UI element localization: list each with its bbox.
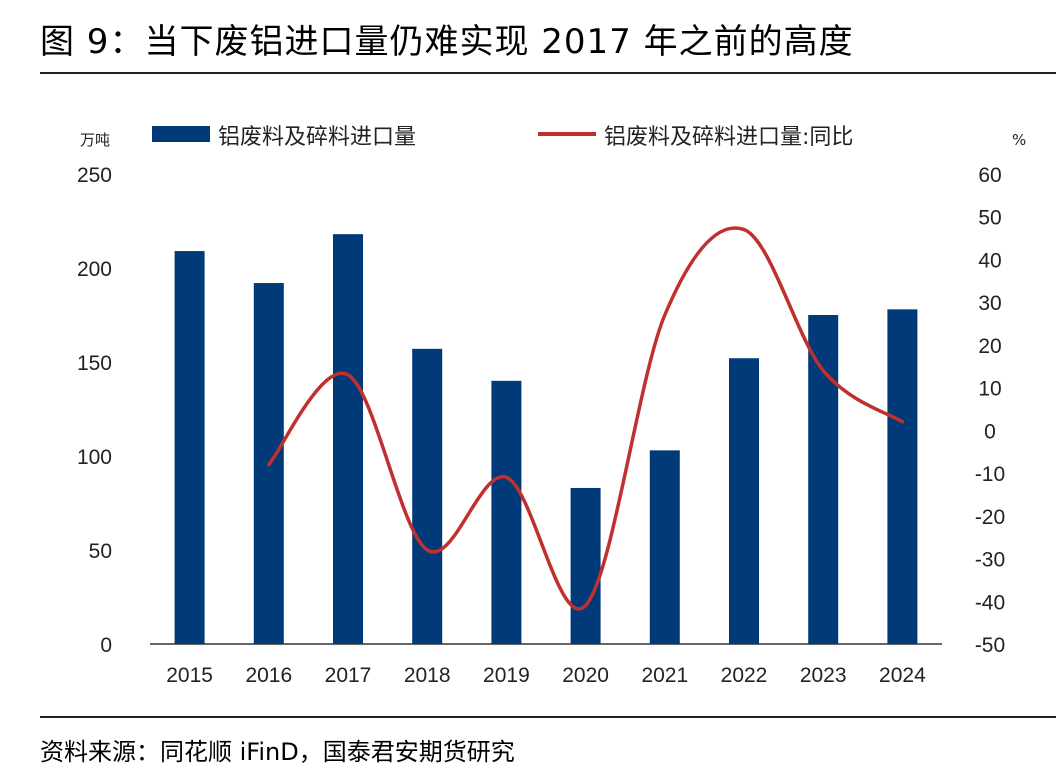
left-tick-label: 100 xyxy=(77,446,112,469)
right-tick-label: 0 xyxy=(984,420,996,443)
left-tick-label: 150 xyxy=(77,352,112,375)
right-tick-label: 20 xyxy=(978,335,1001,358)
x-tick-label: 2021 xyxy=(641,664,688,687)
left-tick-label: 0 xyxy=(100,634,112,657)
x-tick-label: 2015 xyxy=(166,664,213,687)
left-tick-label: 50 xyxy=(89,540,112,563)
x-tick-label: 2022 xyxy=(721,664,768,687)
legend-swatch-bar xyxy=(152,126,210,142)
left-tick-label: 250 xyxy=(77,164,112,187)
bar-2023 xyxy=(808,315,839,644)
title-rule xyxy=(40,72,1056,74)
right-tick-label: 50 xyxy=(978,207,1001,230)
bar-series xyxy=(174,234,918,644)
bar-2020 xyxy=(570,487,601,644)
legend-label-line: 铝废料及碎料进口量:同比 xyxy=(604,125,853,150)
yoy-line-series xyxy=(267,226,905,611)
right-axis-ticks: -50 -40 -30 -20 -10 0 10 20 30 40 50 60 xyxy=(975,164,1005,657)
x-axis-labels: 2015 2016 2017 2018 2019 2020 2021 2022 2023 2024 xyxy=(166,664,926,687)
right-tick-label: -10 xyxy=(975,463,1005,486)
right-tick-label: -20 xyxy=(975,506,1005,529)
x-tick-label: 2017 xyxy=(325,664,372,687)
bar-2015 xyxy=(174,251,205,644)
right-tick-label: 10 xyxy=(978,378,1001,401)
bar-2022 xyxy=(729,358,759,644)
left-axis-unit: 万吨 xyxy=(80,131,110,149)
right-tick-label: 60 xyxy=(978,164,1001,187)
source-rule xyxy=(40,716,1056,718)
right-tick-label: -40 xyxy=(975,591,1005,614)
x-tick-label: 2023 xyxy=(800,664,847,687)
bar-2019 xyxy=(491,380,522,644)
right-tick-label: -50 xyxy=(975,634,1005,657)
x-tick-label: 2019 xyxy=(483,664,530,687)
left-tick-label: 200 xyxy=(77,258,112,281)
figure-title: 图 9：当下废铝进口量仍难实现 2017 年之前的高度 xyxy=(40,22,854,62)
x-tick-label: 2024 xyxy=(879,664,926,687)
bar-2018 xyxy=(412,348,443,644)
left-axis-ticks: 0 50 100 150 200 250 xyxy=(77,164,112,657)
right-tick-label: 40 xyxy=(978,249,1001,272)
bar-2024 xyxy=(887,309,918,644)
x-tick-label: 2018 xyxy=(404,664,451,687)
right-tick-label: -30 xyxy=(975,549,1005,572)
source-note: 资料来源：同花顺 iFinD，国泰君安期货研究 xyxy=(40,738,515,766)
bar-2017 xyxy=(333,234,363,644)
right-tick-label: 30 xyxy=(978,292,1001,315)
x-tick-label: 2016 xyxy=(245,664,292,687)
bar-2021 xyxy=(649,450,680,644)
x-tick-label: 2020 xyxy=(562,664,609,687)
legend-label-bar: 铝废料及碎料进口量 xyxy=(218,125,416,150)
right-axis-unit: % xyxy=(1012,131,1026,149)
